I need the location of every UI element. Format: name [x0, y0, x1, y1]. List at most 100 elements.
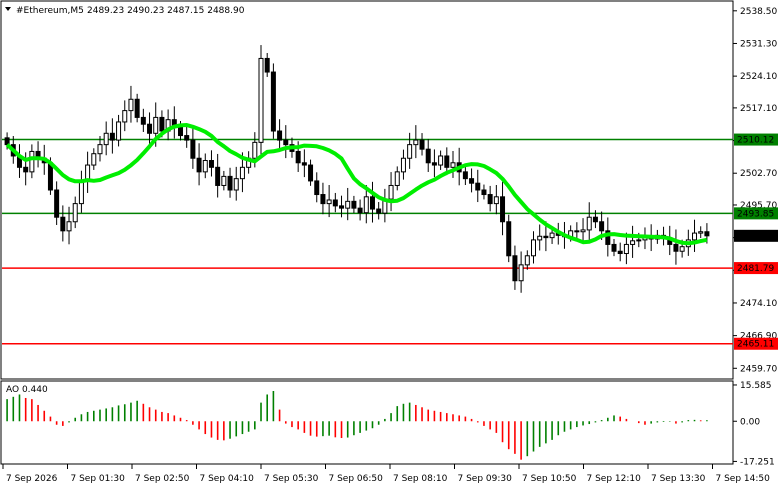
x-tick-label: 7 Sep 06:50: [329, 474, 384, 484]
candle-body: [450, 162, 456, 168]
candle-body: [116, 121, 122, 141]
x-tick-label: 7 Sep 04:10: [200, 474, 255, 484]
y-tick-label: 2502.70: [740, 169, 777, 179]
candle-body: [227, 175, 233, 191]
x-tick-label: 7 Sep 12:10: [587, 474, 642, 484]
current-price-tag-bg: [734, 229, 778, 242]
candle-body: [134, 98, 140, 118]
symbol-label: #Ethereum,M5: [16, 6, 84, 16]
candle-body: [400, 157, 406, 173]
candle-body: [592, 216, 598, 223]
candle-body: [531, 239, 536, 257]
x-tick-label: 7 Sep 05:30: [264, 474, 319, 484]
candle-body: [413, 139, 419, 146]
x-tick-label: 7 Sep 13:30: [651, 474, 706, 484]
candle-body: [419, 139, 425, 150]
candle-body: [23, 166, 29, 173]
candle-body: [29, 150, 35, 173]
y-tick-label: 2538.50: [740, 7, 777, 17]
level-tag-support: 2465.11: [737, 340, 774, 350]
candle-body: [444, 155, 450, 168]
candle-body: [301, 162, 307, 166]
candle-body: [190, 139, 196, 159]
candle-body: [376, 208, 382, 214]
candle-body: [518, 264, 524, 282]
candle-body: [159, 116, 165, 132]
candle-body: [351, 200, 357, 209]
candle-body: [277, 130, 283, 141]
candle-body: [524, 255, 530, 266]
candle-body: [698, 231, 704, 234]
candle-body: [636, 239, 642, 242]
candle-body: [308, 164, 314, 182]
ao-label: AO 0.440: [6, 385, 48, 395]
candle-body: [54, 189, 60, 218]
candle-body: [512, 255, 518, 282]
level-tag-resistance: 2510.12: [737, 136, 774, 146]
candle-body: [72, 203, 78, 223]
candle-body: [475, 182, 481, 191]
level-tag-resistance-bg: [734, 133, 778, 146]
candle-body: [103, 132, 109, 146]
candle-body: [109, 132, 115, 141]
y-tick-label: 2531.30: [740, 39, 777, 49]
candle-body: [469, 178, 475, 184]
candle-body: [153, 116, 159, 134]
candle-body: [326, 199, 332, 205]
ao-y-tick-label: -17.251: [740, 457, 775, 467]
candle-body: [91, 153, 97, 166]
candle-body: [60, 216, 66, 232]
candle-body: [388, 184, 394, 200]
x-tick-label: 7 Sep 2026: [6, 474, 58, 484]
level-tag-support: 2481.79: [737, 264, 774, 274]
candle-body: [339, 205, 345, 209]
candle-body: [78, 180, 84, 205]
x-tick-label: 7 Sep 02:50: [135, 474, 190, 484]
candle-body: [369, 196, 375, 210]
candle-body: [549, 232, 555, 239]
candle-body: [394, 171, 400, 186]
candle-body: [215, 166, 221, 186]
candle-body: [264, 57, 270, 73]
candle-body: [295, 150, 301, 164]
candle-body: [202, 160, 208, 173]
candle-body: [283, 139, 289, 146]
candle-body: [221, 175, 227, 186]
candle-body: [605, 230, 611, 245]
candle-body: [599, 221, 605, 232]
candle-body: [586, 216, 592, 231]
level-tag-support-bg: [734, 337, 778, 350]
x-tick-label: 7 Sep 09:30: [458, 474, 513, 484]
ohlc-readout: 2489.23 2490.23 2487.15 2488.90: [87, 6, 245, 16]
symbol-dropdown-icon[interactable]: [5, 7, 11, 11]
ao-y-tick-label: 0.00: [740, 417, 760, 427]
x-tick-label: 7 Sep 14:50: [716, 474, 771, 484]
candle-body: [617, 250, 623, 255]
x-tick-label: 7 Sep 10:50: [522, 474, 577, 484]
ao-y-tick-label: 15.585: [740, 381, 772, 391]
candle-body: [147, 123, 153, 134]
candle-body: [611, 243, 617, 252]
candle-body: [270, 71, 276, 132]
candle-body: [673, 243, 679, 252]
current-price-tag: 2488.90: [737, 232, 774, 242]
candle-body: [462, 171, 468, 180]
candle-body: [481, 189, 487, 196]
candle-body: [623, 243, 629, 255]
candle-body: [140, 116, 146, 125]
x-tick-label: 7 Sep 01:30: [71, 474, 126, 484]
level-tag-resistance: 2493.85: [737, 209, 774, 219]
level-tag-support-bg: [734, 262, 778, 275]
candle-body: [332, 199, 338, 207]
moving-average-line: [5, 123, 708, 246]
level-tag-resistance-bg: [734, 207, 778, 220]
candle-body: [630, 240, 636, 245]
candle-body: [357, 207, 363, 214]
candle-body: [537, 235, 543, 241]
candle-body: [239, 166, 245, 180]
candle-body: [438, 155, 444, 166]
candle-body: [506, 221, 512, 257]
candle-body: [233, 178, 239, 191]
